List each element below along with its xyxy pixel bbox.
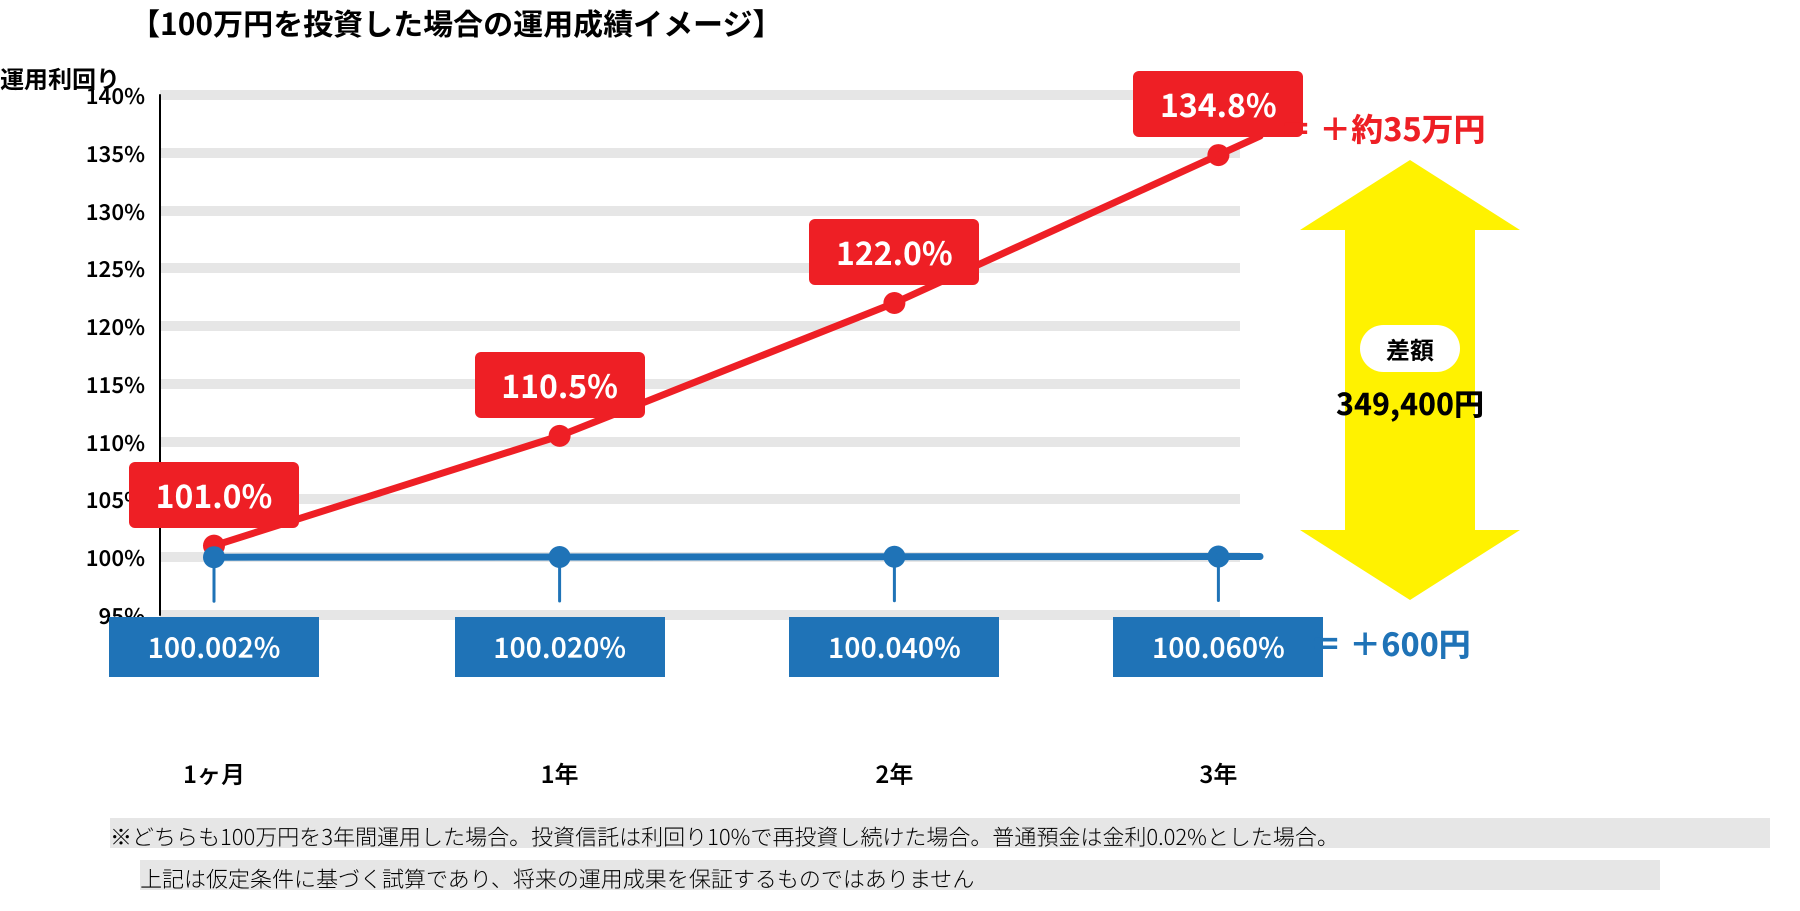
series-red-marker	[549, 425, 571, 447]
result-red-label: ＝ ＋約35万円	[1280, 105, 1486, 151]
blue-callout: 100.020%	[455, 617, 665, 677]
series-red-ext	[1218, 136, 1260, 155]
red-callout: 110.5%	[475, 352, 645, 418]
red-callout: 122.0%	[809, 219, 979, 285]
series-blue-marker	[203, 546, 225, 568]
blue-callout: 100.040%	[789, 617, 999, 677]
x-tick-label: 1年	[500, 755, 620, 790]
blue-callout: 100.002%	[109, 617, 319, 677]
series-red-marker	[883, 292, 905, 314]
red-callout: 134.8%	[1133, 71, 1303, 137]
x-tick-label: 3年	[1158, 755, 1278, 790]
difference-amount: 349,400円	[1300, 380, 1520, 424]
series-blue-marker	[883, 546, 905, 568]
difference-label: 差額	[1360, 325, 1460, 372]
blue-callout: 100.060%	[1113, 617, 1323, 677]
x-tick-label: 2年	[834, 755, 954, 790]
x-tick-label: 1ヶ月	[154, 755, 274, 790]
footnote-1: ※どちらも100万円を3年間運用した場合。投資信託は利回り10%で再投資し続けた…	[110, 820, 1780, 852]
footnote-2: 上記は仮定条件に基づく試算であり、将来の運用成果を保証するものではありません	[140, 862, 1780, 894]
result-blue-label: ＝ ＋600円	[1310, 620, 1471, 666]
series-blue-marker	[549, 546, 571, 568]
red-callout: 101.0%	[129, 462, 299, 528]
